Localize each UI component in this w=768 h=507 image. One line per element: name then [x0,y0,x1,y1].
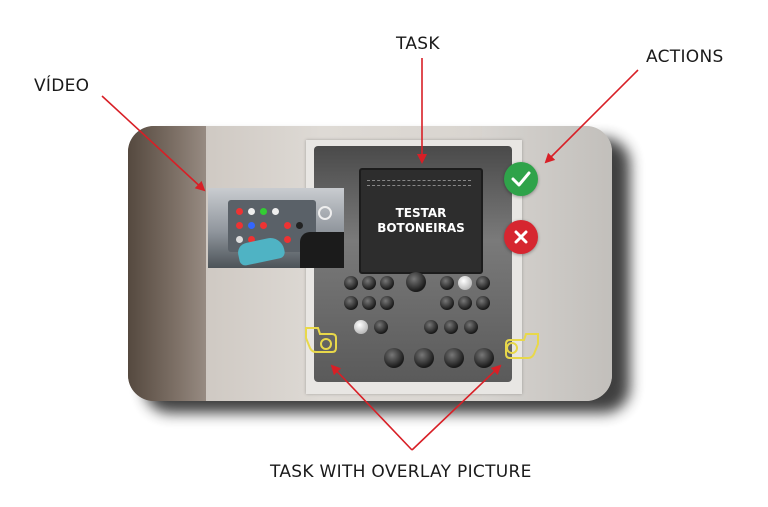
video-inset[interactable] [208,188,344,268]
knob [380,276,394,290]
arrow-overlay-left [330,364,413,451]
knob [458,276,472,290]
knob [444,348,464,368]
indicator-light [236,222,243,229]
label-actions: ACTIONS [646,47,724,67]
knob [344,276,358,290]
knob [464,320,478,334]
indicator-light [260,222,267,229]
indicator-light [248,208,255,215]
knob [362,296,376,310]
knob [440,276,454,290]
task-line-2: BOTONEIRAS [377,221,465,235]
label-task: TASK [396,34,440,54]
knob [476,276,490,290]
knob [374,320,388,334]
knob [424,320,438,334]
control-panel: TESTAR BOTONEIRAS [314,146,512,382]
check-icon [511,171,531,187]
knob [444,320,458,334]
knob [354,320,368,334]
indicator-light [248,236,255,243]
knob [406,272,426,292]
knob [344,296,358,310]
arrow-overlay-right [411,364,502,451]
knob [458,296,472,310]
task-text: TESTAR BOTONEIRAS [361,206,481,236]
cancel-button[interactable] [504,220,538,254]
hand-pointer-icon[interactable] [302,324,342,356]
knob [362,276,376,290]
close-icon [514,230,528,244]
indicator-light [236,208,243,215]
arrow-video [101,95,206,192]
door-frame [128,126,206,401]
indicator-light [284,236,291,243]
video-settings-icon[interactable] [318,206,332,220]
operator-arm [300,232,344,268]
indicator-light [236,236,243,243]
knob [476,296,490,310]
indicator-light [272,208,279,215]
confirm-button[interactable] [504,162,538,196]
indicator-light [248,222,255,229]
indicator-light [260,208,267,215]
hand-pointer-icon[interactable] [496,330,542,362]
knob [380,296,394,310]
indicator-light [284,222,291,229]
label-task-overlay: TASK WITH OVERLAY PICTURE [270,462,532,482]
knob [474,348,494,368]
arrow-actions [544,69,639,164]
knob [440,296,454,310]
indicator-light [296,222,303,229]
screen-header-bar [367,180,471,186]
task-line-1: TESTAR [395,206,447,220]
knob [384,348,404,368]
knob [414,348,434,368]
knob-grid [344,272,494,376]
label-video: VÍDEO [34,76,90,96]
